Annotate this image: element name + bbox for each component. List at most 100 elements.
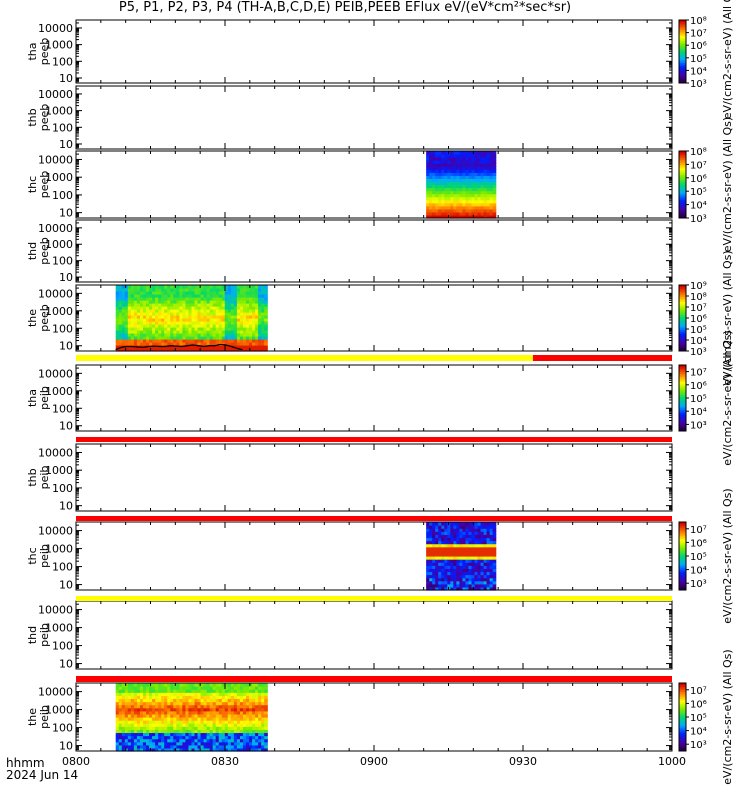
spectrum-cell: [115, 729, 120, 734]
spectrum-cell: [197, 689, 202, 693]
spectrum-cell: [435, 211, 439, 216]
spectrum-cell: [453, 562, 457, 566]
spectrum-cell: [462, 522, 467, 526]
spectrum-cell: [221, 744, 226, 749]
spectrum-cell: [471, 169, 476, 173]
spectrum-cell: [258, 327, 262, 331]
spectrum-cell: [115, 686, 120, 690]
spectrum-cell: [136, 339, 141, 343]
spectrum-cell: [261, 348, 265, 352]
panel-probe-label: thc: [26, 176, 39, 193]
spectrum-cell: [188, 713, 193, 718]
spectrum-cell: [118, 695, 123, 700]
spectrum-cell: [242, 297, 247, 301]
spectrum-cell: [261, 717, 265, 721]
spectrum-cell: [224, 713, 229, 718]
spectrum-cell: [456, 522, 460, 526]
spectrum-cell: [456, 580, 460, 585]
spectrum-cell: [152, 686, 156, 690]
spectrum-cell: [236, 336, 241, 340]
spectrum-cell: [194, 704, 199, 709]
spectrum-cell: [462, 190, 467, 195]
colorbar-cell: [679, 394, 686, 397]
colorbar-cell: [679, 588, 686, 591]
spectrum-cell: [185, 735, 190, 740]
spectrum-cell: [429, 193, 433, 198]
spectrum-cell: [143, 738, 147, 743]
spectrum-cell: [224, 686, 229, 690]
spectrum-cell: [209, 342, 214, 346]
spectrum-cell: [173, 732, 177, 737]
spectrum-cell: [133, 723, 138, 727]
spectrum-cell: [124, 747, 129, 752]
spectrum-cell: [230, 285, 235, 289]
spectrum-cell: [121, 336, 126, 340]
spectrum-cell: [444, 208, 448, 213]
spectrum-cell: [227, 738, 232, 743]
spectrum-cell: [486, 586, 491, 591]
spectrum-cell: [236, 306, 241, 310]
spectrum-cell: [468, 586, 473, 591]
spectrum-cell: [224, 288, 229, 292]
spectrum-cell: [236, 720, 241, 724]
spectrum-cell: [176, 333, 180, 337]
spectrum-cell: [139, 291, 144, 295]
spectrum-cell: [450, 172, 454, 176]
spectrum-cell: [426, 202, 430, 207]
spectrum-cell: [221, 717, 226, 721]
spectrum-cell: [224, 735, 229, 740]
spectrum-cell: [242, 686, 247, 690]
spectrum-cell: [161, 720, 165, 724]
spectrum-cell: [258, 695, 262, 700]
spectrum-cell: [146, 288, 150, 292]
spectrum-cell: [450, 580, 454, 585]
spectrum-cell: [483, 175, 488, 180]
spectrum-cell: [164, 732, 168, 737]
spectrum-cell: [477, 214, 482, 219]
spectrum-cell: [252, 342, 256, 346]
spectrum-cell: [179, 695, 183, 700]
spectrum-cell: [152, 315, 156, 319]
spectrum-cell: [224, 291, 229, 295]
spectrum-cell: [468, 178, 473, 183]
spectrum-cell: [179, 735, 183, 740]
spectrum-cell: [215, 297, 220, 301]
spectrum-cell: [191, 689, 196, 693]
spectrum-cell: [203, 303, 208, 307]
colorbar-cell: [679, 396, 686, 399]
spectrum-cell: [224, 744, 229, 749]
spectrum-cell: [136, 285, 141, 289]
spectrum-cell: [133, 747, 138, 752]
colorbar-cell: [679, 157, 686, 160]
spectrum-cell: [258, 744, 262, 749]
colorbar-cell: [679, 339, 686, 342]
spectrum-cell: [149, 330, 153, 334]
spectrum-cell: [203, 324, 208, 328]
spectrum-cell: [158, 297, 162, 301]
spectrum-cell: [233, 744, 238, 749]
spectrum-cell: [182, 704, 187, 709]
spectrum-cell: [447, 175, 451, 180]
spectrum-cell: [429, 151, 433, 155]
colorbar-cell: [679, 48, 686, 51]
colorbar-unit-label: eV/(cm2-s-sr-eV) (All Qs): [721, 250, 734, 385]
spectrum-cell: [489, 586, 494, 591]
spectrum-cell: [209, 294, 214, 298]
spectrum-cell: [227, 707, 232, 712]
spectrum-cell: [264, 686, 268, 690]
spectrum-cell: [483, 580, 488, 585]
spectrum-cell: [176, 288, 180, 292]
spectrum-cell: [164, 348, 168, 352]
spectrum-cell: [127, 303, 132, 307]
spectrum-cell: [489, 531, 494, 535]
spectrum-cell: [155, 695, 159, 700]
spectrum-cell: [158, 686, 162, 690]
spectrum-cell: [218, 720, 223, 724]
spectrum-cell: [483, 525, 488, 529]
colorbar-cell: [679, 329, 686, 332]
spectrum-cell: [146, 689, 150, 693]
spectrum-cell: [429, 205, 433, 210]
spectrum-cell: [206, 303, 211, 307]
spectrum-cell: [474, 166, 479, 170]
spectrum-cell: [465, 540, 470, 545]
